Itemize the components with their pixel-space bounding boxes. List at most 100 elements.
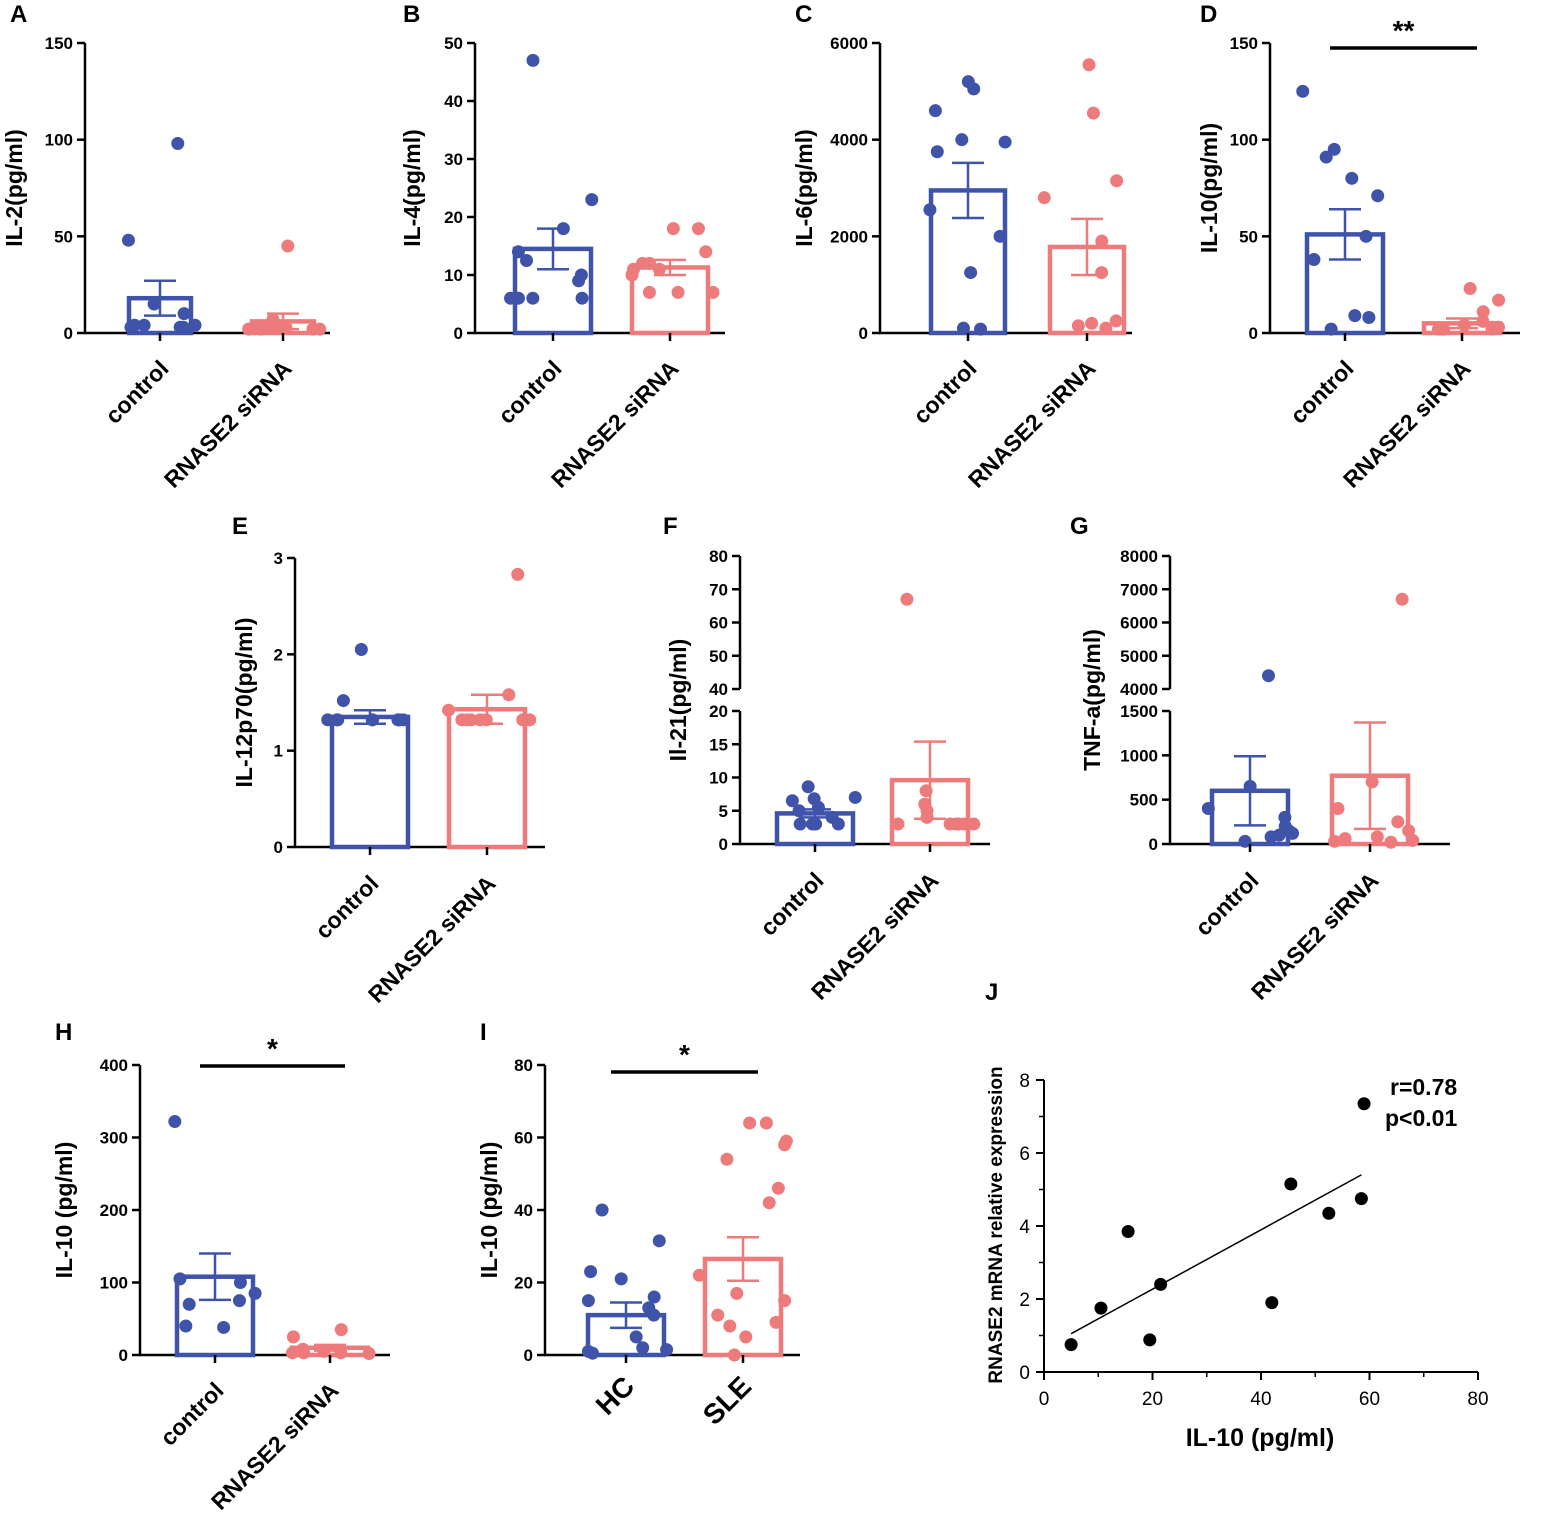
data-point: [460, 713, 474, 727]
data-point: [652, 1234, 666, 1248]
data-point: [523, 713, 537, 727]
panel-f: F 0 5 10 15 20 40 50 60 70 80 Il-21(pg/ml) controlRN…: [663, 513, 990, 1005]
y-tick-label: 20: [709, 702, 728, 721]
data-point: [1492, 293, 1506, 307]
data-point: [179, 1319, 193, 1333]
y-tick-label: 40: [444, 92, 463, 111]
y-axis-label: IL-10(pg/ml): [1196, 123, 1222, 253]
y-axis-label: IL-12p70(pg/ml): [231, 618, 257, 788]
y-tick-label: 100: [45, 131, 73, 150]
data-point: [1286, 826, 1300, 840]
data-point: [520, 254, 534, 267]
panel-label-g: G: [1070, 513, 1089, 540]
data-point: [137, 318, 151, 332]
panel-label-a: A: [10, 1, 27, 28]
scatter-y-axis-label: RNASE2 mRNA relative expression: [986, 1066, 1007, 1383]
y-tick-label: 500: [1130, 791, 1158, 810]
data-point: [1307, 253, 1321, 267]
data-point: [778, 1138, 792, 1152]
data-point: [313, 322, 327, 336]
correlation-r: r=0.78: [1390, 1074, 1457, 1100]
data-point: [581, 1294, 595, 1308]
y-axis-label: TNF-a(pg/ml): [1079, 629, 1105, 771]
data-point: [279, 320, 293, 334]
scatter-x-tick-label: 40: [1250, 1389, 1271, 1410]
data-point: [442, 703, 456, 717]
x-category-label: RNASE2 siRNA: [363, 870, 501, 1008]
data-point: [956, 321, 970, 335]
data-point: [769, 1315, 783, 1329]
x-category-label: RNASE2 siRNA: [206, 1377, 344, 1515]
y-tick-label: 0: [859, 324, 868, 343]
data-point: [1109, 314, 1123, 328]
data-point: [1362, 311, 1376, 325]
data-point: [1391, 815, 1405, 829]
data-point: [1476, 314, 1490, 328]
data-point: [1037, 191, 1051, 205]
scatter-point: [1154, 1277, 1168, 1291]
x-category-label: RNASE2 siRNA: [159, 355, 297, 493]
data-point: [1095, 266, 1109, 280]
data-point: [625, 268, 639, 282]
data-point: [575, 291, 589, 305]
data-point: [614, 1272, 628, 1286]
data-point: [177, 307, 191, 321]
data-point: [248, 1286, 262, 1300]
data-point: [1201, 802, 1215, 816]
data-point: [762, 1196, 776, 1210]
data-point: [1099, 321, 1113, 335]
data-point: [974, 322, 988, 336]
y-tick-label: 0: [1249, 324, 1258, 343]
y-axis-label: IL-2(pg/ml): [1, 129, 27, 247]
data-point: [720, 1152, 734, 1166]
data-point: [173, 320, 187, 334]
data-point: [586, 1346, 600, 1360]
scatter-y-tick-label: 8: [1019, 1071, 1030, 1092]
y-tick-label: 50: [444, 34, 463, 53]
data-point: [1365, 775, 1379, 789]
data-point: [242, 322, 256, 336]
data-point: [366, 713, 380, 727]
data-point: [572, 274, 586, 288]
data-point: [691, 222, 705, 236]
scatter-point: [1357, 1097, 1371, 1111]
y-tick-label: 1: [274, 742, 283, 761]
data-point: [891, 817, 905, 831]
data-point: [584, 1265, 598, 1279]
data-point: [1402, 824, 1416, 838]
data-point: [1406, 833, 1420, 847]
data-point: [900, 592, 914, 606]
scatter-point: [1322, 1206, 1336, 1220]
data-point: [171, 137, 185, 151]
data-point: [317, 1344, 331, 1358]
scatter-x-tick-label: 20: [1142, 1389, 1163, 1410]
y-tick-label: 150: [45, 34, 73, 53]
scatter-point: [1094, 1301, 1108, 1315]
y-tick-label: 80: [709, 547, 728, 566]
data-point: [778, 1294, 792, 1308]
data-point: [1071, 319, 1085, 333]
data-point: [629, 1330, 643, 1344]
y-tick-label: 5000: [1120, 647, 1158, 666]
scatter-x-tick-label: 60: [1359, 1389, 1380, 1410]
y-tick-label: 80: [514, 1056, 533, 1075]
x-category-label: RNASE2 siRNA: [806, 867, 944, 1005]
data-point: [1348, 309, 1362, 323]
data-point: [1095, 234, 1109, 248]
scatter-y-tick-label: 0: [1019, 1363, 1030, 1384]
y-tick-label: 0: [524, 1346, 533, 1365]
data-point: [955, 133, 969, 147]
x-category-label: control: [1285, 355, 1359, 429]
data-point: [1395, 592, 1409, 606]
x-category-label: SLE: [697, 1370, 757, 1430]
data-point: [147, 297, 161, 311]
data-point: [920, 810, 934, 824]
data-point: [286, 1330, 300, 1344]
y-tick-label: 6000: [830, 34, 868, 53]
y-tick-label: 15: [709, 735, 728, 754]
data-point: [671, 285, 685, 299]
